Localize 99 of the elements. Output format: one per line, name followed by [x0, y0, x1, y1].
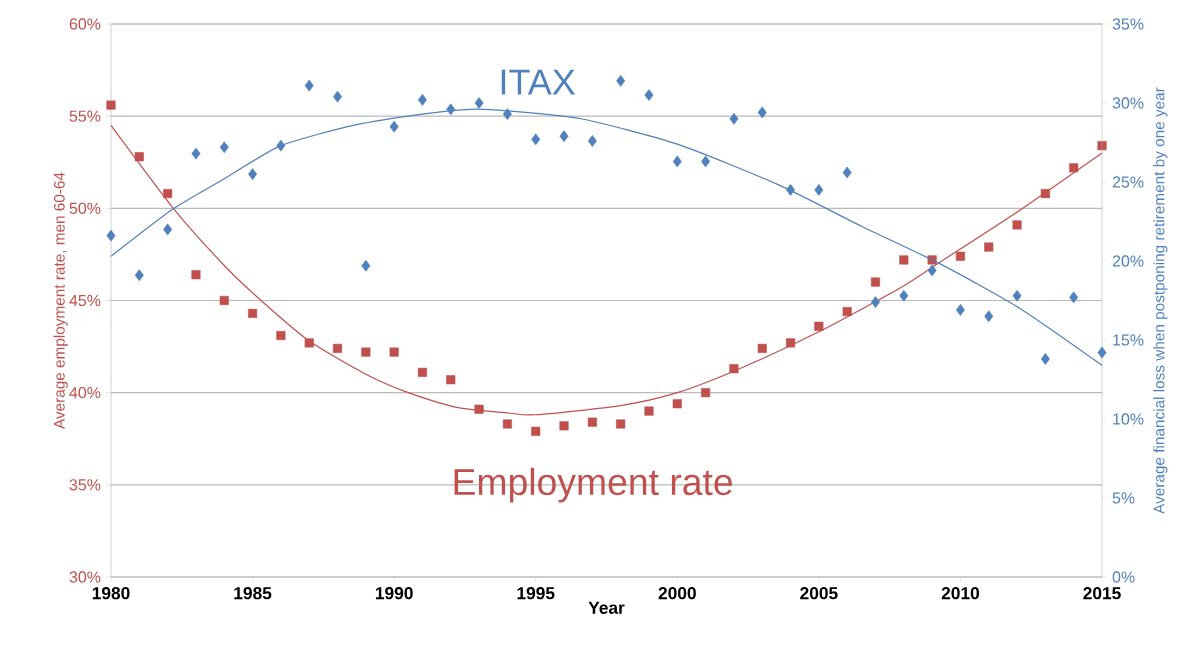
- point: [248, 308, 258, 318]
- point: [587, 417, 597, 427]
- point: [644, 89, 654, 101]
- point: [1012, 289, 1022, 302]
- y-tick-label: 50%: [69, 202, 101, 214]
- point: [1040, 353, 1050, 365]
- y-axis-title: Average employment rate, men 60-64: [53, 172, 68, 430]
- y2-tick-label: 20%: [1112, 255, 1144, 267]
- series-label: ITAX: [501, 69, 576, 95]
- point: [1012, 220, 1022, 230]
- x-tick-label: 2000: [658, 587, 696, 600]
- point: [163, 189, 173, 199]
- point: [361, 347, 371, 357]
- point: [871, 296, 880, 308]
- y2-tick-label: 35%: [1112, 18, 1144, 30]
- point: [134, 269, 144, 282]
- x-tick-label: 1990: [375, 587, 413, 600]
- point: [644, 406, 654, 416]
- x-tick-label: 1995: [517, 587, 555, 600]
- point: [616, 419, 626, 429]
- point: [1097, 141, 1107, 151]
- point: [304, 79, 314, 92]
- point: [984, 242, 994, 252]
- y2-axis-title: Average financial loss when postponing retirement by one year: [1153, 87, 1168, 514]
- point: [219, 295, 229, 306]
- point: [616, 75, 626, 87]
- x-tick-label: 2015: [1083, 587, 1121, 600]
- y-tick-label: 45%: [69, 294, 101, 307]
- point: [672, 155, 682, 168]
- y2-tick-label: 5%: [1112, 492, 1135, 504]
- point: [672, 399, 682, 409]
- x-tick-label: 2010: [941, 587, 979, 600]
- y2-tick-label: 0%: [1112, 571, 1135, 583]
- point: [842, 307, 852, 317]
- series-label: Employment rate: [454, 467, 732, 503]
- point: [701, 388, 711, 398]
- y2-tick-label: 10%: [1113, 413, 1144, 425]
- point: [389, 120, 399, 133]
- point: [417, 367, 427, 377]
- point: [191, 147, 201, 160]
- point: [446, 375, 456, 385]
- point: [163, 223, 173, 236]
- point: [786, 338, 796, 348]
- point: [786, 184, 796, 196]
- point: [757, 106, 767, 119]
- point: [304, 338, 314, 348]
- point: [361, 259, 371, 272]
- y2-tick-label: 30%: [1112, 97, 1144, 109]
- point: [389, 347, 399, 357]
- y-tick-label: 35%: [69, 479, 101, 491]
- point: [955, 304, 965, 316]
- point: [587, 135, 597, 147]
- point: [191, 270, 201, 280]
- point: [106, 100, 116, 110]
- point: [276, 139, 286, 152]
- point: [502, 419, 512, 429]
- point: [757, 343, 767, 353]
- point: [559, 421, 569, 431]
- point: [474, 97, 484, 109]
- point: [927, 264, 937, 277]
- y-tick-label: 55%: [69, 110, 101, 122]
- point: [955, 251, 965, 261]
- point: [106, 229, 116, 242]
- point: [502, 108, 512, 120]
- point: [474, 404, 484, 414]
- point: [276, 330, 286, 341]
- y2-tick-label: 15%: [1113, 334, 1144, 346]
- point: [1097, 346, 1107, 359]
- point: [814, 321, 824, 331]
- point: [842, 166, 852, 179]
- x-tick-label: 2005: [800, 587, 838, 600]
- point: [531, 133, 541, 146]
- point: [899, 255, 909, 265]
- point: [814, 184, 824, 196]
- point: [531, 426, 541, 436]
- point: [134, 152, 144, 162]
- point: [701, 155, 711, 168]
- point: [417, 93, 427, 106]
- y-tick-label: 60%: [69, 18, 101, 30]
- point: [729, 112, 739, 125]
- y-tick-label: 30%: [69, 571, 101, 583]
- point: [1040, 189, 1050, 199]
- line-series: [110, 124, 1103, 416]
- x-axis-title: Year: [588, 601, 625, 614]
- point: [984, 310, 994, 323]
- point: [248, 168, 258, 180]
- point: [559, 130, 569, 143]
- point: [899, 289, 909, 302]
- point: [729, 364, 739, 374]
- point: [1069, 291, 1079, 304]
- point: [332, 343, 343, 353]
- point: [446, 103, 456, 116]
- point: [219, 141, 229, 154]
- point: [1069, 163, 1079, 173]
- y-tick-label: 40%: [69, 386, 101, 399]
- y2-tick-label: 25%: [1112, 176, 1144, 188]
- x-tick-label: 1985: [234, 587, 272, 600]
- point: [870, 277, 881, 287]
- x-tick-label: 1980: [92, 587, 130, 600]
